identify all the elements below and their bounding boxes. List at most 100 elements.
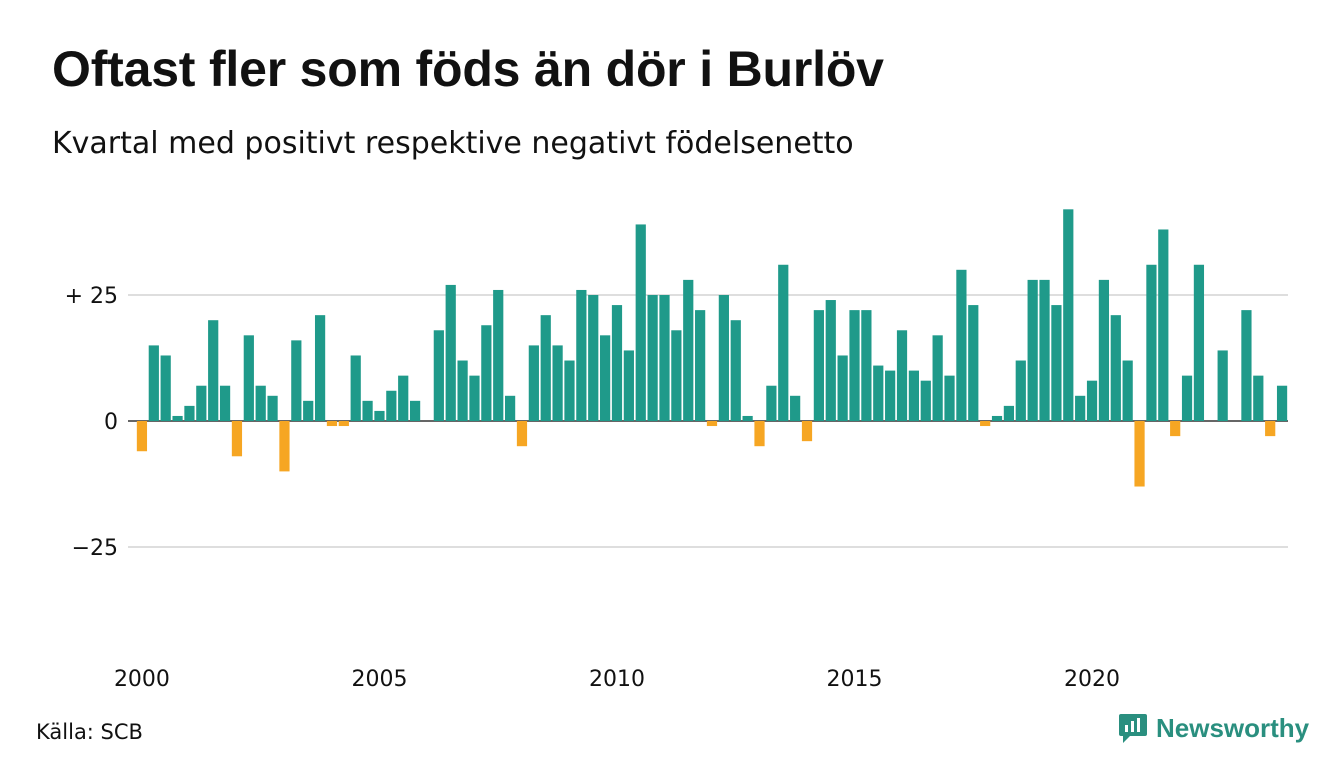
bar-positive	[861, 310, 872, 421]
bar-positive	[314, 315, 326, 421]
x-tick-label: 2015	[827, 667, 883, 692]
bar-negative	[136, 421, 148, 452]
bar-positive	[1098, 279, 1110, 421]
bar-positive	[303, 400, 314, 421]
bar-positive	[611, 305, 623, 421]
bar-positive	[600, 335, 611, 421]
bar-positive	[849, 310, 860, 421]
source-label: Källa: SCB	[36, 720, 143, 744]
bar-positive	[718, 295, 729, 421]
bar-positive	[932, 335, 943, 421]
chart-title: Oftast fler som föds än dör i Burlöv	[52, 41, 884, 97]
bar-positive	[1110, 315, 1121, 421]
bar-positive	[968, 305, 979, 421]
bar-positive	[1193, 264, 1205, 421]
bar-positive	[647, 295, 658, 421]
bar-positive	[350, 355, 361, 421]
y-tick-label: −25	[72, 536, 118, 561]
bar-positive	[386, 390, 397, 421]
bar-positive	[1051, 305, 1062, 421]
bar-negative	[516, 421, 528, 447]
bar-positive	[813, 310, 824, 421]
bar-positive	[1122, 360, 1133, 421]
bar-positive	[564, 360, 575, 421]
bar-positive	[552, 345, 563, 421]
x-tick-label: 2020	[1064, 667, 1120, 692]
bar-positive	[148, 345, 159, 421]
bar-positive	[243, 335, 254, 421]
bar-positive	[1086, 380, 1098, 421]
bar-positive	[1146, 264, 1157, 421]
bar-positive	[1027, 279, 1038, 421]
bar-positive	[398, 375, 409, 421]
bar-positive	[1276, 385, 1288, 421]
bar-positive	[1158, 229, 1169, 421]
bar-positive	[505, 395, 516, 421]
bar-positive	[659, 295, 670, 421]
bar-negative	[1265, 421, 1276, 437]
brand-logo[interactable]: Newsworthy	[1118, 712, 1309, 744]
bar-positive	[635, 224, 646, 421]
bar-positive	[623, 350, 634, 421]
bar-positive	[920, 380, 931, 421]
bar-positive	[778, 264, 789, 421]
bar-negative	[801, 421, 813, 442]
bar-positive	[825, 300, 836, 421]
bar-negative	[338, 421, 349, 427]
bar-positive	[576, 289, 587, 421]
bar-positive	[374, 410, 385, 421]
bars	[136, 209, 1288, 487]
bar-positive	[730, 320, 741, 421]
bar-positive	[1075, 395, 1086, 421]
bar-positive	[160, 355, 171, 421]
bar-positive	[433, 330, 444, 421]
bar-negative	[279, 421, 290, 472]
bar-positive	[219, 385, 231, 421]
bar-positive	[1039, 279, 1050, 421]
y-axis-ticks: + 25 0 −25	[65, 284, 118, 561]
bar-positive	[1015, 360, 1026, 421]
bar-negative	[706, 421, 718, 427]
bar-negative	[1170, 421, 1181, 437]
bar-positive	[742, 415, 753, 421]
bar-positive	[1241, 310, 1252, 421]
bar-positive	[409, 400, 421, 421]
y-tick-label: + 25	[65, 284, 118, 309]
bar-positive	[944, 375, 955, 421]
bar-positive	[588, 295, 599, 421]
bar-positive	[908, 370, 919, 421]
bar-positive	[790, 395, 801, 421]
bar-positive	[481, 325, 492, 421]
x-tick-label: 2000	[114, 667, 170, 692]
bar-positive	[885, 370, 896, 421]
bar-positive	[267, 395, 278, 421]
bar-positive	[255, 385, 266, 421]
bar-positive	[291, 340, 302, 421]
bar-negative	[1134, 421, 1145, 487]
bar-positive	[184, 405, 195, 421]
bar-negative	[231, 421, 243, 457]
y-tick-label: 0	[104, 410, 118, 435]
bar-positive	[445, 284, 456, 421]
brand-name: Newsworthy	[1156, 712, 1310, 743]
bar-positive	[457, 360, 468, 421]
bar-positive	[469, 375, 480, 421]
bar-negative	[980, 421, 991, 427]
x-axis-ticks: 2000 2005 2010 2015 2020	[114, 667, 1120, 692]
bar-positive	[1003, 405, 1015, 421]
bar-positive	[671, 330, 682, 421]
bar-positive	[493, 289, 504, 421]
bar-positive	[208, 320, 219, 421]
bar-positive	[528, 345, 539, 421]
bar-positive	[873, 365, 884, 421]
bar-positive	[196, 385, 207, 421]
bar-positive	[991, 415, 1003, 421]
bar-positive	[1063, 209, 1074, 421]
bar-positive	[837, 355, 848, 421]
bar-positive	[1253, 375, 1264, 421]
bar-positive	[766, 385, 777, 421]
bar-positive	[896, 330, 908, 421]
newsworthy-logo-icon	[1119, 714, 1147, 743]
bar-positive	[683, 279, 694, 421]
